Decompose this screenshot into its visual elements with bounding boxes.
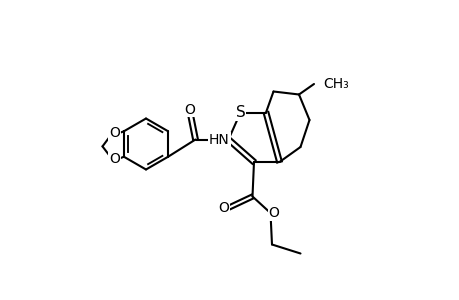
Text: O: O [218,202,228,215]
Text: O: O [184,103,195,116]
Text: CH₃: CH₃ [322,77,348,91]
Text: HN: HN [209,133,230,146]
Text: O: O [109,127,120,140]
Text: O: O [109,152,120,166]
Text: O: O [268,206,279,220]
Text: S: S [235,105,245,120]
